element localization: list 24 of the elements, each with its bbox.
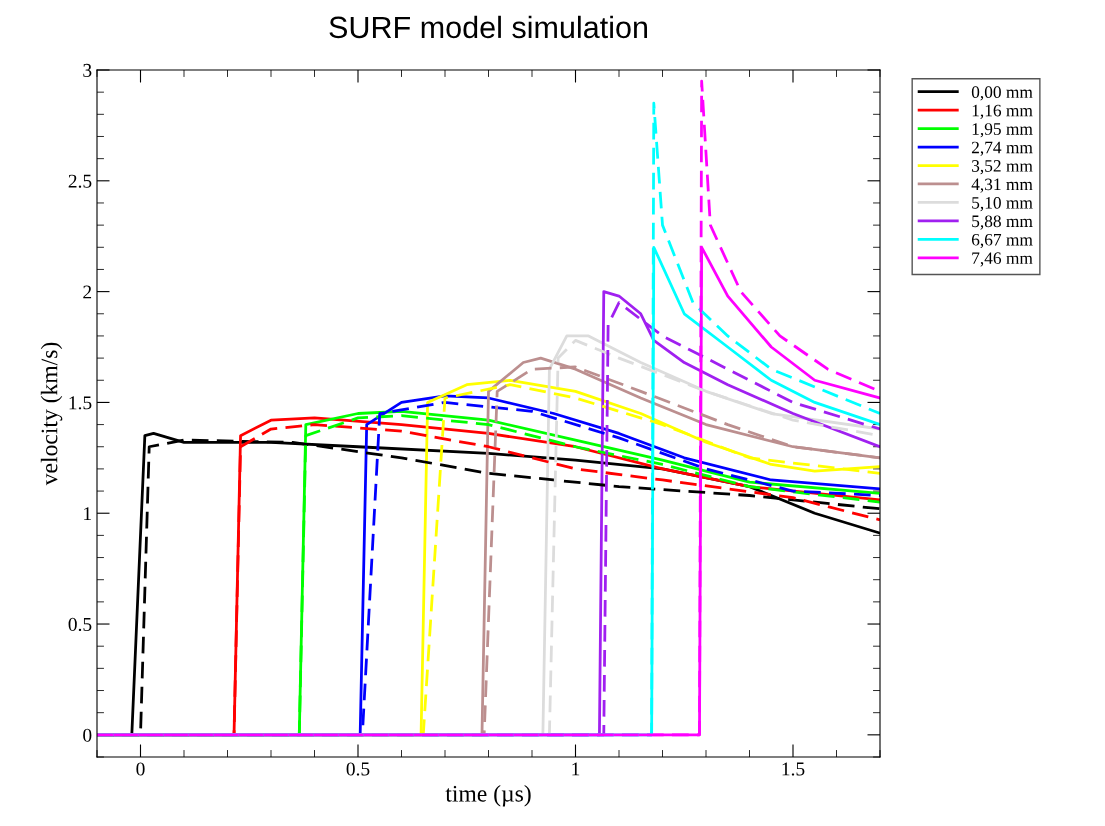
legend-label: 1,16 mm <box>972 104 1033 119</box>
y-tick-label: 1.5 <box>69 396 92 410</box>
x-tick-label: 0 <box>136 762 145 776</box>
y-tick-label: 2.5 <box>68 174 92 188</box>
x-tick-label: 0.5 <box>346 762 370 776</box>
y-tick-label: 0.5 <box>68 617 92 632</box>
y-tick-label: 1 <box>84 507 91 520</box>
y-tick-label: 2 <box>83 285 92 299</box>
x-tick-label: 1.5 <box>782 762 805 776</box>
legend-label: 1,95 mm <box>972 123 1033 138</box>
x-tick-label: 1 <box>572 762 580 776</box>
legend-label: 6,67 mm <box>971 233 1033 249</box>
y-axis-title: velocity (km/s) <box>40 342 63 486</box>
legend-label: 5,10 mm <box>972 196 1033 212</box>
legend-label: 0,00 mm <box>971 86 1033 101</box>
legend-label: 4,31 mm <box>971 178 1033 193</box>
legend-label: 7,46 mm <box>972 252 1033 267</box>
legend-label: 5,88 mm <box>972 215 1033 230</box>
chart-title: SURF model simulation <box>329 15 647 39</box>
y-tick-label: 0 <box>83 728 92 742</box>
legend-label: 2,74 mm <box>971 141 1033 156</box>
y-tick-label: 3 <box>83 63 92 77</box>
x-axis-title: time (µs) <box>445 785 531 807</box>
legend-label: 3,52 mm <box>972 160 1033 175</box>
